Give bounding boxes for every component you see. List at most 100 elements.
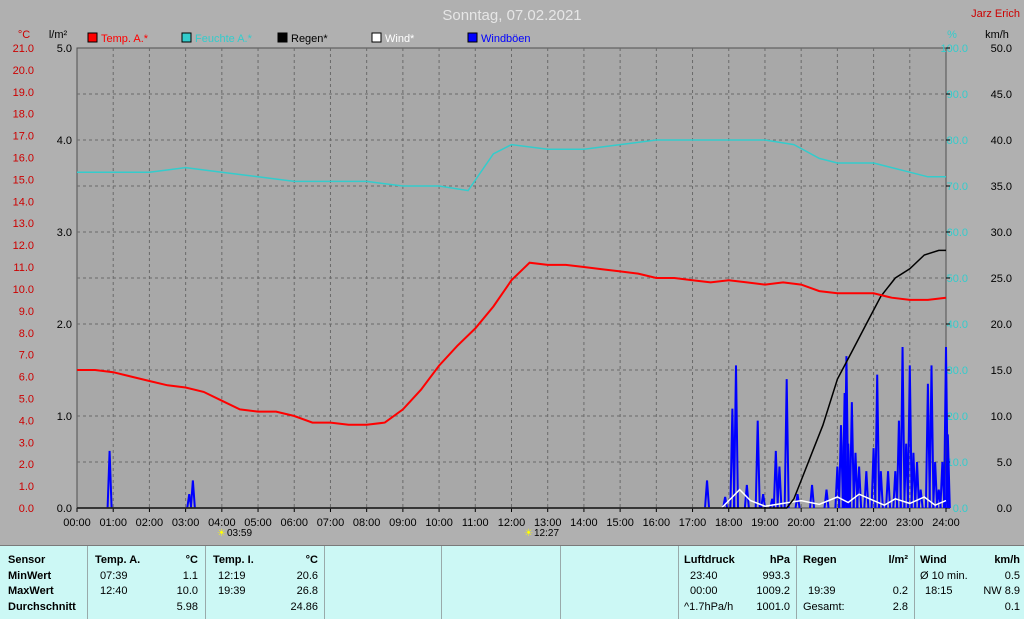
humidity-tick-label: 50.0 (947, 273, 968, 285)
wind-tick-label: 50.0 (991, 43, 1012, 55)
wind-axis-unit: km/h (985, 29, 1009, 41)
temp-tick-label: 5.0 (19, 393, 34, 405)
x-tick-label: 19:00 (751, 517, 779, 529)
humidity-tick-label: 10.0 (947, 457, 968, 469)
rain-max-time: 19:39 (808, 585, 836, 597)
rain-total-label: Gesamt: (803, 601, 845, 613)
humidity-line (77, 139, 946, 192)
wind-avg: 0.1 (1004, 601, 1020, 613)
legend-swatch (87, 32, 98, 43)
x-tick-label: 14:00 (570, 517, 598, 529)
x-tick-label: 11:00 (462, 517, 489, 529)
temp-tick-label: 2.0 (19, 459, 34, 471)
gust-bar (928, 365, 935, 509)
x-tick-label: 09:00 (389, 517, 417, 529)
separator (796, 546, 797, 619)
wind-tick-label: 40.0 (991, 135, 1012, 147)
gust-bar (877, 471, 884, 509)
wind-max-time: 18:15 (925, 585, 953, 597)
legend-swatch (371, 32, 382, 43)
legend: Temp. A.* Feuchte A.* Regen* Wind* Windböen (87, 32, 531, 45)
sunrise-icon: ☀ (217, 528, 226, 539)
temp-tick-label: 1.0 (19, 481, 34, 493)
separator (914, 546, 915, 619)
x-axis-ticks: 00:00 01:00 02:00 03:00 04:00 05:00 06:00 07:00… (63, 508, 960, 529)
wind-header: Wind (920, 554, 947, 566)
humidity-tick-label: 0.0 (953, 503, 968, 515)
legend-swatch (277, 32, 288, 43)
x-tick-label: 22:00 (860, 517, 888, 529)
temp-tick-label: 21.0 (13, 43, 34, 55)
temperature-line (77, 261, 947, 426)
rain-tick-label: 3.0 (57, 227, 72, 239)
temp-a-header: Temp. A. (95, 554, 141, 566)
x-tick-label: 13:00 (534, 517, 562, 529)
temp-i-min-time: 12:19 (218, 570, 246, 582)
temp-tick-label: 11.0 (13, 262, 34, 274)
stats-table: Sensor MinWert MaxWert Durchschnitt Temp… (0, 545, 1024, 619)
wind-tick-label: 5.0 (997, 457, 1012, 469)
x-tick-label: 20:00 (787, 517, 815, 529)
rain-tick-label: 1.0 (57, 411, 72, 423)
x-tick-label: 08:00 (353, 517, 381, 529)
pressure-max: 1009.2 (756, 585, 790, 597)
rain-total: 2.8 (892, 601, 908, 613)
gust-bar (841, 392, 848, 509)
legend-label: Wind* (385, 33, 415, 45)
pressure-min-time: 23:40 (690, 570, 718, 582)
temp-i-max-time: 19:39 (218, 585, 246, 597)
temp-tick-label: 18.0 (13, 109, 34, 121)
x-tick-label: 17:00 (679, 517, 707, 529)
temp-axis-unit: °C (18, 29, 30, 41)
rain-tick-label: 2.0 (57, 319, 72, 331)
pressure-header: Luftdruck (684, 554, 735, 566)
temp-tick-label: 14.0 (13, 196, 34, 208)
wind-tick-label: 30.0 (991, 227, 1012, 239)
humidity-tick-label: 30.0 (947, 365, 968, 377)
x-tick-label: 02:00 (136, 517, 164, 529)
gust-bar (917, 489, 924, 509)
x-tick-label: 01:00 (99, 517, 127, 529)
x-tick-label: 05:00 (244, 517, 272, 529)
rain-tick-label: 4.0 (57, 135, 72, 147)
humidity-tick-label: 80.0 (947, 135, 968, 147)
gust-bar (776, 466, 783, 509)
minwert-label: MinWert (8, 570, 52, 582)
gust-bar (848, 402, 855, 509)
x-tick-label: 07:00 (317, 517, 345, 529)
temp-tick-label: 10.0 (13, 284, 34, 296)
temp-a-min-time: 07:39 (100, 570, 128, 582)
wind-line (77, 488, 947, 509)
series-layer (77, 139, 951, 509)
wind-min: 0.5 (1004, 570, 1020, 582)
wind-tick-label: 15.0 (991, 365, 1012, 377)
gust-bar (722, 496, 729, 509)
separator (205, 546, 206, 619)
temp-i-max: 26.8 (296, 585, 318, 597)
legend-label: Temp. A.* (101, 33, 149, 45)
gust-bar (932, 461, 939, 509)
separator (87, 546, 88, 619)
temp-tick-label: 6.0 (19, 372, 34, 384)
humidity-tick-label: 20.0 (947, 411, 968, 423)
x-tick-label: 12:00 (498, 517, 526, 529)
rain-header: Regen (803, 554, 837, 566)
temp-tick-label: 3.0 (19, 437, 34, 449)
x-tick-label: 00:00 (63, 517, 91, 529)
legend-label: Feuchte A.* (195, 33, 253, 45)
maxwert-label: MaxWert (8, 585, 54, 597)
left-axis-ticks: 0.0 1.0 2.0 3.0 4.0 5.0 6.0 7.0 8.0 9.0 10.0 11.0 12… (13, 43, 72, 515)
humidity-tick-label: 70.0 (947, 181, 968, 193)
temp-tick-label: 17.0 (13, 131, 34, 143)
separator (324, 546, 325, 619)
gust-bar (863, 471, 870, 509)
gust-bar (914, 461, 921, 509)
legend-swatch (181, 32, 192, 43)
separator (441, 546, 442, 619)
gust-bar (106, 450, 113, 509)
temp-tick-label: 15.0 (13, 174, 34, 186)
temp-tick-label: 0.0 (19, 503, 34, 515)
x-tick-label: 04:00 (208, 517, 236, 529)
author-label: Jarz Erich (971, 8, 1020, 20)
gust-bar (783, 379, 790, 509)
